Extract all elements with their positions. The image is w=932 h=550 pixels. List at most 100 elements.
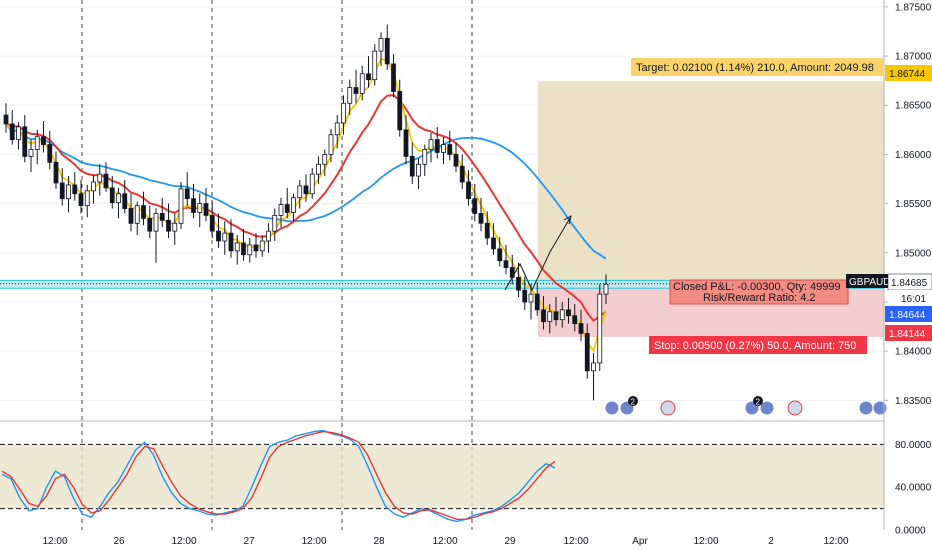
stoch-d-line — [1, 430, 556, 520]
countdown-badge — [888, 290, 932, 306]
candle — [291, 197, 296, 213]
candle — [403, 129, 409, 157]
stop-label-text: Stop: 0.00500 (0.27%) 50.0, Amount: 750 — [654, 340, 856, 352]
candles — [3, 24, 609, 401]
candle — [378, 37, 384, 52]
projection-arrowhead — [563, 214, 572, 225]
target-label-bg — [631, 58, 884, 76]
candle — [153, 213, 159, 232]
pnl-label: Closed P&L: -0.00300, Qty: 49999 Risk/Re… — [669, 279, 849, 305]
candle — [578, 323, 584, 334]
countdown-text: 16:01 — [901, 294, 926, 305]
stoch-tick-label: 0.0000 — [895, 526, 926, 537]
x-tick-label: 12:00 — [563, 536, 588, 547]
candle — [253, 244, 259, 252]
candle — [178, 188, 184, 224]
target-label: Target: 0.02100 (1.14%) 210.0, Amount: 2… — [631, 58, 884, 76]
candle — [284, 204, 290, 213]
candle — [247, 244, 253, 256]
candle — [534, 293, 540, 311]
candle — [47, 144, 53, 163]
candle — [459, 165, 465, 183]
candle — [478, 213, 484, 224]
uk-flag-icon — [660, 400, 676, 416]
candle — [528, 293, 534, 303]
x-tick-label: 12:00 — [301, 536, 326, 547]
candle — [541, 309, 546, 323]
candle — [109, 187, 115, 204]
y-tick-label: 1.83500 — [895, 396, 932, 407]
candle — [9, 123, 15, 141]
x-tick-label: 12:00 — [171, 536, 196, 547]
stoch-band — [0, 444, 884, 509]
candle — [166, 219, 171, 232]
au-flag-icon — [604, 400, 620, 416]
candle — [428, 139, 434, 150]
candle — [572, 315, 578, 325]
candle — [3, 114, 9, 125]
stoch-tick-label: 40.0000 — [895, 483, 932, 494]
candle — [591, 362, 596, 372]
candle — [191, 198, 196, 213]
y-tick-label: 1.85500 — [895, 199, 932, 210]
x-tick-label: 27 — [243, 536, 255, 547]
x-tick-label: 12:00 — [432, 536, 457, 547]
event-count-badge — [753, 396, 763, 406]
candle — [97, 173, 103, 183]
candle — [53, 161, 59, 184]
candle — [216, 230, 221, 242]
pnl-text: Closed P&L: -0.00300, Qty: 49999 — [673, 281, 841, 293]
candle — [359, 73, 365, 94]
y-tick-label: 1.86500 — [895, 101, 932, 112]
candle — [422, 149, 428, 165]
stop-label-bg — [649, 336, 867, 354]
candle — [566, 309, 571, 317]
candle — [84, 190, 90, 206]
x-tick-label: 12:00 — [823, 536, 848, 547]
candle — [391, 63, 396, 92]
candle — [322, 154, 328, 165]
target-price-badge — [885, 65, 932, 81]
uk-flag-icon — [787, 400, 803, 416]
candle — [466, 181, 471, 200]
au-flag-icon — [759, 400, 775, 416]
candle — [122, 193, 128, 209]
candle — [409, 155, 415, 177]
candle — [503, 260, 509, 268]
candle — [497, 248, 503, 262]
candle — [353, 87, 359, 94]
symbol-badge — [846, 274, 888, 288]
event-count-text: 2 — [756, 398, 761, 407]
last-price-text: 1.84685 — [891, 278, 928, 289]
position-tool[interactable] — [0, 81, 884, 337]
x-tick-label: 28 — [373, 536, 385, 547]
stop-price-badge — [885, 325, 932, 341]
candle — [197, 203, 203, 213]
candle — [228, 232, 234, 252]
candle — [184, 188, 190, 200]
y-tick-label: 1.84000 — [895, 347, 932, 358]
candle — [547, 311, 553, 323]
candle — [491, 237, 496, 250]
x-tick-label: 12:00 — [693, 536, 718, 547]
candle — [116, 193, 121, 204]
candle — [34, 136, 40, 150]
projection-arrow[interactable] — [504, 214, 572, 292]
candle — [147, 217, 153, 232]
candle — [28, 149, 34, 157]
x-tick-label: 29 — [504, 536, 516, 547]
event-count-text: 2 — [631, 398, 636, 407]
candle — [516, 276, 521, 291]
stop-label: Stop: 0.00500 (0.27%) 50.0, Amount: 750 — [649, 336, 867, 354]
candle — [72, 184, 78, 195]
au-flag-icon — [872, 400, 888, 416]
candle — [16, 126, 21, 141]
candle — [416, 163, 421, 177]
candle — [522, 289, 528, 303]
candle — [603, 283, 609, 295]
stochastic-pane — [0, 429, 884, 523]
event-count-badge — [628, 396, 638, 406]
candle — [222, 232, 228, 242]
entry-price-badge — [885, 306, 932, 322]
rr-text: Risk/Reward Ratio: 4.2 — [703, 292, 816, 304]
